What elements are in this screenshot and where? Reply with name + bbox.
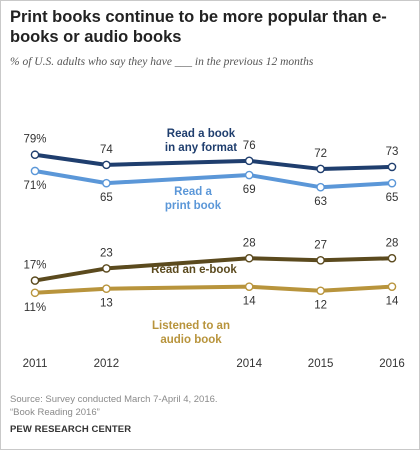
data-label: 17%	[23, 260, 46, 272]
data-point	[387, 178, 397, 188]
data-label: 65	[100, 192, 113, 204]
chart-title: Print books continue to be more popular …	[10, 8, 387, 46]
data-point	[102, 284, 111, 294]
data-label: 71%	[23, 180, 46, 192]
line-chart: 79% 74 76 72 73 Read a book in any format 71% 65…	[23, 128, 405, 370]
x-tick-label: 2016	[379, 358, 405, 370]
data-point	[244, 156, 254, 166]
series-line	[33, 168, 394, 190]
data-label: 14	[243, 296, 256, 308]
x-tick-label: 2015	[308, 358, 334, 370]
data-label: 74	[100, 144, 113, 156]
data-label: 12	[314, 300, 327, 312]
data-label: 28	[386, 237, 399, 249]
series-label: in any format	[165, 142, 237, 154]
data-label: 65	[386, 192, 399, 204]
org-credit: PEW RESEARCH CENTER	[10, 424, 132, 435]
series-line	[33, 284, 394, 295]
series-label: Read an e-book	[151, 264, 237, 276]
data-point	[387, 162, 397, 172]
data-label: 63	[314, 196, 327, 208]
data-point	[244, 170, 254, 180]
data-point	[102, 264, 111, 273]
series-line	[33, 152, 394, 171]
x-tick-label: 2012	[94, 358, 120, 370]
source-note: Source: Survey conducted March 7-April 4…	[10, 393, 218, 419]
data-label: 28	[243, 237, 256, 249]
series-label: Listened to an	[152, 320, 230, 332]
data-label: 69	[243, 184, 256, 196]
data-label: 11%	[24, 302, 46, 314]
series-label: audio book	[160, 334, 222, 346]
data-point	[387, 253, 397, 263]
data-point	[102, 160, 111, 170]
x-tick-label: 2014	[236, 358, 262, 370]
data-point	[316, 182, 325, 192]
data-point	[387, 282, 397, 291]
series-label: Read a	[174, 186, 212, 198]
data-label: 76	[243, 140, 256, 152]
data-point	[30, 288, 40, 298]
data-point	[316, 255, 325, 265]
data-point	[102, 178, 111, 188]
series-label: print book	[165, 200, 222, 212]
data-label: 73	[386, 146, 399, 158]
data-point	[30, 150, 40, 160]
data-point	[30, 166, 40, 176]
chart-subtitle: % of U.S. adults who say they have ___ i…	[10, 56, 314, 68]
data-label: 79%	[23, 134, 46, 146]
data-label: 14	[386, 296, 399, 308]
data-point	[30, 276, 40, 285]
source-line: Source: Survey conducted March 7-April 4…	[10, 394, 218, 405]
data-label: 23	[100, 247, 113, 259]
data-label: 27	[314, 239, 327, 251]
data-point	[244, 253, 254, 263]
data-point	[316, 286, 325, 296]
source-line: “Book Reading 2016”	[10, 407, 100, 418]
data-point	[244, 282, 254, 291]
data-label: 72	[314, 148, 327, 160]
data-label: 13	[100, 298, 113, 310]
x-tick-label: 2011	[23, 358, 48, 370]
data-point	[316, 164, 325, 174]
series-label: Read a book	[167, 128, 236, 140]
